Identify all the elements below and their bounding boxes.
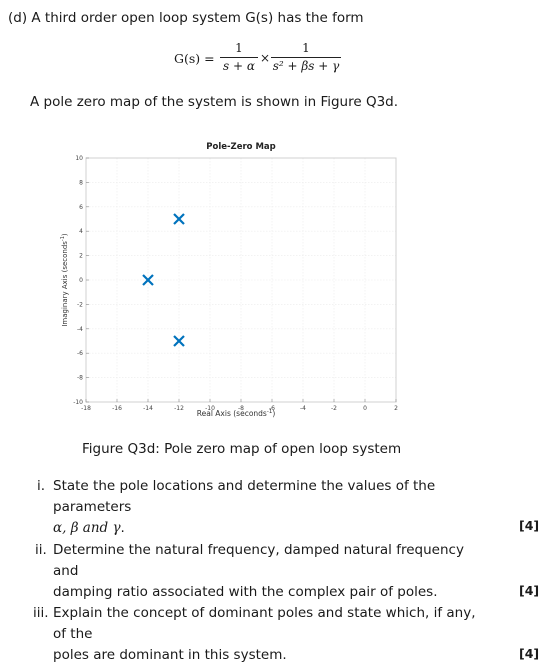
equation-times: × bbox=[260, 51, 271, 65]
y-tick-label: 0 bbox=[79, 277, 83, 284]
x-tick-label: -12 bbox=[174, 405, 184, 412]
x-tick-label: -16 bbox=[112, 405, 122, 412]
part-label: i. bbox=[37, 478, 46, 494]
part-text: Determine the natural frequency, damped … bbox=[53, 542, 464, 600]
map-intro: A pole zero map of the system is shown i… bbox=[30, 94, 399, 110]
x-tick-label: -4 bbox=[300, 405, 306, 412]
x-tick-label: -18 bbox=[81, 405, 91, 412]
equation-fraction-2: 1 s² + βs + γ bbox=[271, 41, 341, 73]
x-tick-label: 0 bbox=[363, 405, 367, 412]
x-tick-label: -6 bbox=[269, 405, 275, 412]
fraction-2-denominator: s² + βs + γ bbox=[272, 59, 340, 73]
marks-badge: [4] bbox=[519, 646, 540, 661]
y-tick-label: -4 bbox=[77, 326, 83, 333]
x-tick-label: -10 bbox=[205, 405, 215, 412]
y-tick-label: 8 bbox=[79, 179, 83, 186]
y-tick-label: 4 bbox=[79, 228, 83, 235]
equation-fraction-1: 1 s + α bbox=[220, 41, 258, 73]
chart-title: Pole-Zero Map bbox=[206, 142, 275, 152]
pole-marker bbox=[142, 274, 154, 286]
x-axis-label: Real Axis (seconds-1) bbox=[197, 409, 276, 418]
pole-marker bbox=[173, 213, 185, 225]
equation-lhs: G(s) = bbox=[174, 51, 215, 66]
y-tick-label: -2 bbox=[77, 301, 83, 308]
y-tick-label: -10 bbox=[73, 399, 83, 406]
pole-marker bbox=[173, 335, 185, 347]
y-tick-label: -8 bbox=[77, 375, 83, 382]
fraction-1-numerator: 1 bbox=[235, 41, 243, 55]
y-tick-label: 2 bbox=[79, 253, 83, 260]
fraction-2-numerator: 1 bbox=[302, 41, 310, 55]
y-tick-label: 6 bbox=[79, 204, 83, 211]
x-tick-label: -14 bbox=[143, 405, 153, 412]
part-label: iii. bbox=[33, 605, 49, 621]
marks-badge: [4] bbox=[519, 583, 540, 598]
y-axis-label: Imaginary Axis (seconds-1) bbox=[60, 233, 69, 327]
y-tick-label: 10 bbox=[75, 155, 83, 162]
pole-zero-map-chart: -18 -16 -14 -12 -10 -8 -6 -4 -2 0 2 10 8 6 4 2 0 -2 -4 -6 -8… bbox=[60, 142, 398, 418]
marks-badge: [4] bbox=[519, 518, 540, 533]
x-tick-label: -8 bbox=[238, 405, 244, 412]
part-text: Explain the concept of dominant poles an… bbox=[53, 605, 476, 663]
figure-caption: Figure Q3d: Pole zero map of open loop s… bbox=[82, 441, 402, 457]
question-intro: (d) A third order open loop system G(s) … bbox=[8, 10, 364, 26]
x-tick-label: 2 bbox=[394, 405, 398, 412]
x-tick-label: -2 bbox=[331, 405, 337, 412]
y-tick-label: -6 bbox=[77, 350, 83, 357]
part-label: ii. bbox=[35, 542, 47, 558]
fraction-1-denominator: s + α bbox=[223, 59, 255, 73]
part-text: State the pole locations and determine t… bbox=[53, 478, 436, 536]
